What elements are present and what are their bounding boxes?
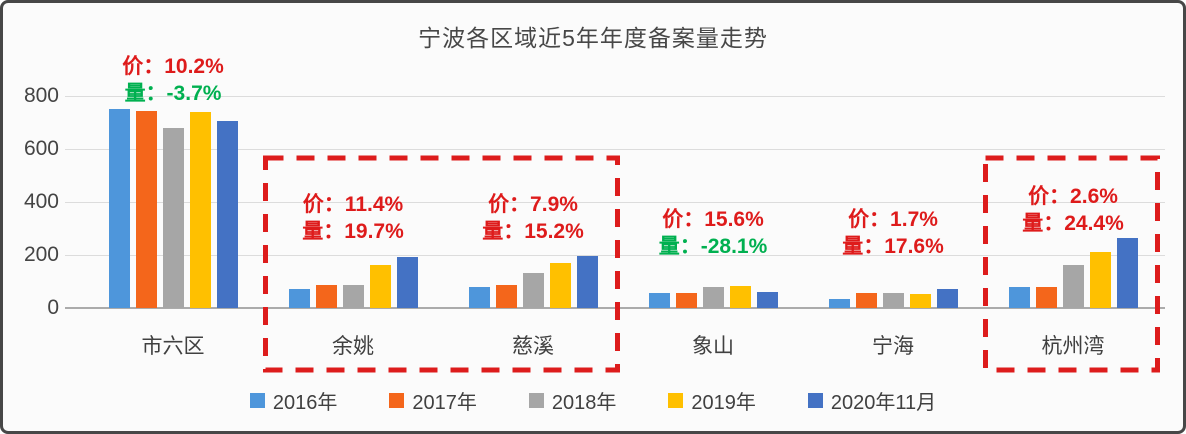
gridline bbox=[65, 96, 1165, 97]
bar-2016年-余姚 bbox=[288, 288, 310, 308]
legend-item-2016年: 2016年 bbox=[249, 386, 338, 415]
annotation-volume-line: 量：-28.1% bbox=[658, 235, 768, 258]
annotation-volume-line: 量：24.4% bbox=[1022, 212, 1124, 235]
category-label-慈溪: 慈溪 bbox=[512, 335, 554, 358]
annotation-price-line: 价：11.4% bbox=[302, 193, 404, 216]
category-label-象山: 象山 bbox=[692, 335, 734, 358]
annotation-price-line: 价：7.9% bbox=[488, 193, 578, 216]
annotation-price-line: 价：15.6% bbox=[662, 208, 764, 231]
annotation-宁海: 价：1.7% 量：17.6% bbox=[793, 206, 993, 260]
bar-2018年-象山 bbox=[702, 286, 724, 308]
bar-2016年-慈溪 bbox=[468, 287, 490, 308]
category-label-市六区: 市六区 bbox=[141, 335, 205, 358]
bar-2020年11月-杭州湾 bbox=[1116, 238, 1138, 308]
bar-2017年-市六区 bbox=[135, 110, 157, 308]
bar-group-象山 bbox=[623, 96, 803, 308]
bar-2018年-余姚 bbox=[342, 285, 364, 308]
legend-swatch-icon bbox=[249, 393, 265, 408]
bar-2017年-杭州湾 bbox=[1035, 286, 1057, 308]
annotation-杭州湾: 价：2.6% 量：24.4% bbox=[973, 183, 1173, 237]
y-tick-label: 200 bbox=[23, 243, 59, 266]
gridline bbox=[65, 149, 1165, 150]
bar-2018年-慈溪 bbox=[522, 273, 544, 308]
annotation-price-line: 价：2.6% bbox=[1028, 185, 1118, 208]
category-label-余姚: 余姚 bbox=[332, 335, 374, 358]
x-axis: 市六区 余姚 慈溪 象山 宁海 杭州湾 bbox=[83, 330, 1163, 360]
legend-item-2017年: 2017年 bbox=[389, 386, 477, 415]
bar-group-市六区 bbox=[83, 96, 263, 308]
legend-label: 2020年11月 bbox=[830, 392, 937, 414]
legend-item-2020年11月: 2020年11月 bbox=[807, 386, 937, 415]
legend: 2016年 2017年 2018年 2019年 2020年11月 bbox=[3, 386, 1183, 415]
legend-label: 2019年 bbox=[691, 392, 756, 414]
bar-2020年11月-象山 bbox=[756, 292, 778, 308]
category-label-宁海: 宁海 bbox=[872, 335, 914, 358]
bar-2019年-慈溪 bbox=[549, 262, 571, 308]
bar-2016年-象山 bbox=[648, 293, 670, 308]
y-tick-label: 0 bbox=[47, 296, 59, 319]
bar-2017年-余姚 bbox=[315, 284, 337, 308]
annotation-慈溪: 价：7.9% 量：15.2% bbox=[433, 191, 633, 245]
y-tick-label: 400 bbox=[23, 190, 59, 213]
legend-label: 2018年 bbox=[551, 392, 617, 414]
y-tick-label: 600 bbox=[23, 137, 59, 160]
bar-2020年11月-慈溪 bbox=[576, 256, 598, 308]
legend-item-2018年: 2018年 bbox=[528, 386, 617, 415]
bar-2017年-象山 bbox=[675, 292, 697, 308]
chart-title: 宁波各区域近5年年度备案量走势 bbox=[418, 25, 768, 51]
annotation-volume-line: 量：19.7% bbox=[302, 220, 404, 243]
y-tick-label: 800 bbox=[23, 84, 59, 107]
annotation-volume-line: 量：-3.7% bbox=[124, 82, 222, 105]
annotation-象山: 价：15.6% 量：-28.1% bbox=[613, 206, 813, 260]
annotation-price-line: 价：1.7% bbox=[848, 208, 938, 231]
bar-2019年-宁海 bbox=[909, 293, 931, 308]
bar-2018年-杭州湾 bbox=[1062, 264, 1084, 308]
bar-2019年-余姚 bbox=[369, 265, 391, 308]
bar-2017年-慈溪 bbox=[495, 284, 517, 308]
legend-swatch-icon bbox=[528, 393, 544, 408]
bar-2018年-市六区 bbox=[162, 127, 184, 308]
bar-2018年-宁海 bbox=[882, 292, 904, 308]
bar-2017年-宁海 bbox=[855, 292, 877, 308]
annotation-volume-line: 量：15.2% bbox=[482, 220, 584, 243]
bar-2019年-杭州湾 bbox=[1089, 252, 1111, 308]
legend-label: 2016年 bbox=[272, 392, 338, 414]
bar-2016年-宁海 bbox=[828, 298, 850, 308]
legend-item-2019年: 2019年 bbox=[668, 386, 756, 415]
bar-2019年-市六区 bbox=[189, 112, 211, 308]
annotation-余姚: 价：11.4% 量：19.7% bbox=[253, 191, 453, 245]
bar-2020年11月-市六区 bbox=[216, 120, 238, 308]
legend-label: 2017年 bbox=[412, 392, 477, 414]
bar-2020年11月-余姚 bbox=[396, 256, 418, 308]
bar-2019年-象山 bbox=[729, 286, 751, 308]
bar-group-宁海 bbox=[803, 96, 983, 308]
legend-swatch-icon bbox=[668, 393, 684, 408]
legend-swatch-icon bbox=[807, 393, 823, 408]
annotation-volume-line: 量：17.6% bbox=[842, 235, 944, 258]
annotation-price-line: 价：10.2% bbox=[122, 55, 224, 78]
legend-swatch-icon bbox=[389, 393, 405, 408]
bar-2016年-杭州湾 bbox=[1008, 287, 1030, 308]
bar-2020年11月-宁海 bbox=[936, 288, 958, 308]
bar-2016年-市六区 bbox=[108, 109, 130, 308]
category-label-杭州湾: 杭州湾 bbox=[1041, 335, 1105, 358]
annotation-市六区: 价：10.2% 量：-3.7% bbox=[73, 53, 273, 107]
